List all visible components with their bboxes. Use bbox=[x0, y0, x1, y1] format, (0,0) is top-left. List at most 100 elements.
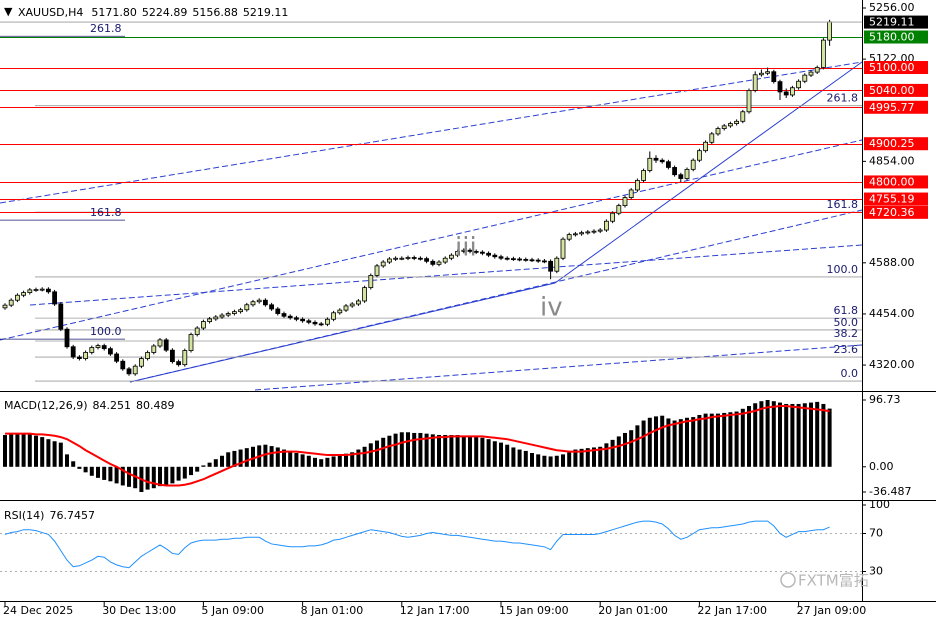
macd-bar bbox=[213, 459, 218, 467]
macd-bar bbox=[654, 416, 658, 467]
level-box bbox=[864, 137, 928, 151]
macd-bar bbox=[542, 455, 547, 467]
candle-body bbox=[194, 327, 200, 335]
macd-bar bbox=[492, 441, 497, 467]
macd-bar bbox=[585, 448, 590, 467]
fib-label: 50.0 bbox=[834, 316, 859, 329]
indicator-name: MACD(12,26,9) bbox=[4, 399, 88, 412]
macd-bar bbox=[337, 455, 342, 467]
macd-bar bbox=[58, 442, 63, 467]
macd-bar bbox=[511, 447, 516, 467]
macd-bar bbox=[703, 413, 708, 467]
candle-body bbox=[2, 304, 8, 309]
level-label: 5040.00 bbox=[869, 84, 915, 97]
price-label: 5219.11 bbox=[869, 16, 915, 29]
macd-bar bbox=[195, 466, 200, 472]
candle-body bbox=[14, 294, 20, 301]
macd-bar bbox=[771, 401, 776, 467]
macd-bar bbox=[709, 413, 714, 467]
macd-bar bbox=[716, 413, 720, 467]
candle-body bbox=[8, 299, 14, 306]
fib-label: 0.0 bbox=[841, 367, 859, 380]
candle-body bbox=[697, 150, 702, 161]
candle-body bbox=[200, 321, 206, 329]
macd-bar bbox=[300, 454, 305, 467]
macd-bar bbox=[375, 440, 379, 467]
frame bbox=[0, 0, 936, 602]
candle-body bbox=[548, 260, 553, 272]
macd-bar bbox=[722, 412, 727, 467]
candle-body bbox=[777, 81, 783, 93]
candle-body bbox=[293, 317, 299, 320]
price-box bbox=[864, 15, 928, 29]
macd-bar bbox=[672, 420, 677, 467]
candle-body bbox=[33, 289, 39, 291]
candle-body bbox=[83, 352, 88, 359]
candle-body bbox=[616, 205, 622, 214]
candle-body bbox=[796, 80, 801, 89]
candle-body bbox=[759, 72, 764, 76]
macd-bar bbox=[71, 461, 76, 467]
macd-bar bbox=[443, 435, 448, 467]
macd-bar bbox=[796, 403, 801, 467]
trend-lines bbox=[0, 61, 863, 391]
candle-body bbox=[424, 258, 430, 262]
candle-body bbox=[417, 257, 423, 260]
candle-body bbox=[157, 339, 163, 347]
candle-body bbox=[740, 111, 746, 122]
candle-body bbox=[300, 318, 306, 322]
macd-bar bbox=[381, 437, 386, 467]
candle-body bbox=[138, 358, 144, 367]
macd-bar bbox=[753, 403, 758, 467]
macd-bar bbox=[269, 446, 274, 467]
x-tick-label: 20 Jan 01:00 bbox=[598, 604, 668, 617]
candle-body bbox=[318, 323, 324, 326]
candle-body bbox=[337, 309, 343, 314]
macd-bar bbox=[561, 454, 565, 467]
candle-body bbox=[442, 257, 448, 263]
candle-body bbox=[554, 257, 560, 272]
candle-body bbox=[635, 180, 640, 191]
trend-line bbox=[0, 139, 863, 341]
y-tick-label: 4854.00 bbox=[869, 154, 915, 167]
macd-bar bbox=[368, 443, 373, 467]
macd-bar bbox=[114, 466, 119, 484]
candle-body bbox=[374, 265, 380, 276]
level-label: 5100.00 bbox=[869, 61, 915, 74]
macd-bar bbox=[437, 435, 441, 467]
macd-bar bbox=[158, 466, 162, 487]
candle-body bbox=[269, 304, 275, 310]
indicator-value: 76.7457 bbox=[49, 509, 95, 522]
macd-bar bbox=[691, 417, 696, 467]
macd-bar bbox=[220, 455, 224, 467]
level-box bbox=[864, 192, 928, 206]
macd-bar bbox=[21, 433, 26, 467]
candle-body bbox=[89, 347, 95, 353]
level-label: 4995.77 bbox=[869, 101, 915, 114]
x-tick-label: 22 Jan 17:00 bbox=[697, 604, 767, 617]
macd-bar bbox=[40, 437, 45, 467]
watermark: FXTM富拓 bbox=[798, 572, 869, 590]
macd-bar bbox=[604, 443, 609, 467]
candle-body bbox=[436, 261, 442, 265]
macd-bar bbox=[46, 439, 51, 467]
candle-body bbox=[479, 251, 485, 254]
macd-bar bbox=[747, 406, 751, 467]
indicator-value: 84.251 bbox=[93, 399, 132, 412]
candle-body bbox=[182, 350, 188, 366]
macd-bar bbox=[629, 430, 634, 467]
macd-bar bbox=[455, 435, 460, 467]
macd-bar bbox=[294, 452, 299, 467]
candle-body bbox=[579, 232, 584, 235]
plot-area bbox=[0, 19, 862, 572]
level-label: 5180.00 bbox=[869, 31, 915, 44]
macd-bar bbox=[678, 419, 683, 467]
macd-bar bbox=[238, 449, 243, 467]
macd-bar bbox=[15, 433, 20, 467]
macd-bar bbox=[778, 402, 782, 467]
macd-bar bbox=[641, 420, 646, 467]
macd-bar bbox=[468, 436, 472, 467]
candle-body bbox=[225, 313, 231, 316]
y-tick-label: 4320.00 bbox=[869, 358, 915, 371]
macd-bar bbox=[387, 435, 392, 467]
